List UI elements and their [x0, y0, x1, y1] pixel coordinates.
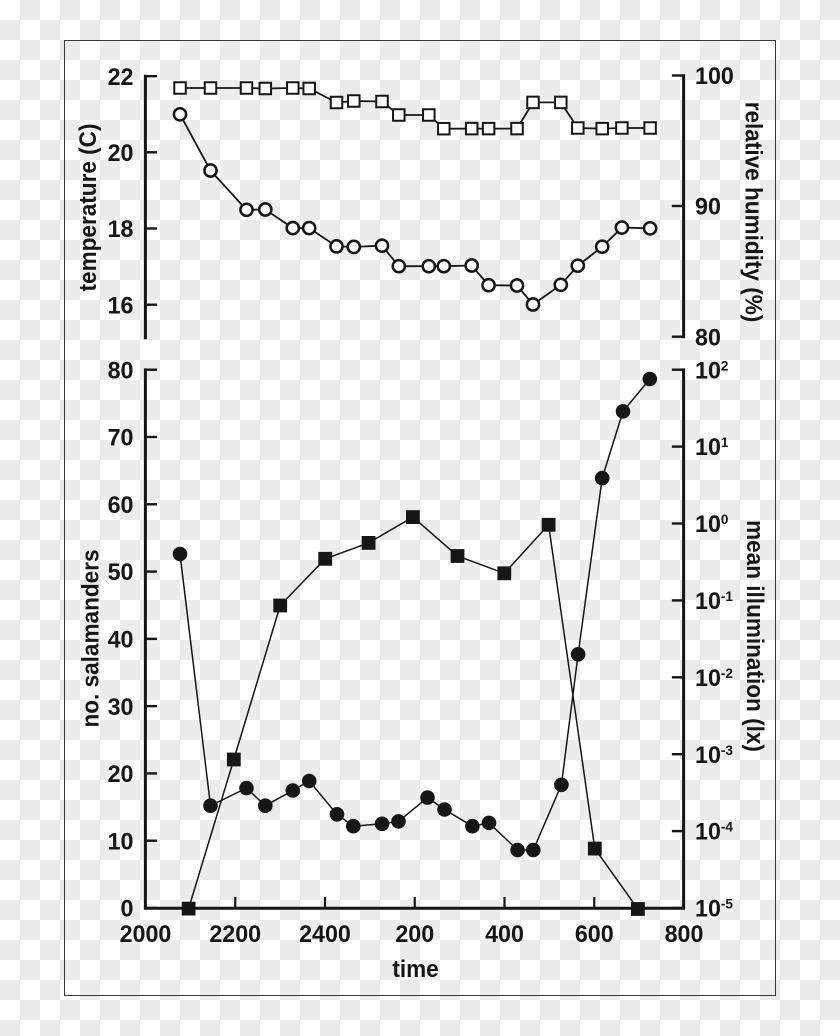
svg-text:40: 40 [108, 627, 134, 653]
svg-text:2200: 2200 [209, 922, 261, 948]
svg-text:400: 400 [485, 922, 524, 948]
svg-text:no. salamanders: no. salamanders [77, 550, 104, 728]
svg-text:50: 50 [108, 560, 134, 586]
svg-text:90: 90 [695, 194, 721, 220]
svg-text:time: time [392, 955, 438, 982]
svg-text:10-5: 10-5 [695, 896, 733, 922]
svg-text:100: 100 [695, 64, 734, 90]
svg-text:101: 101 [695, 435, 729, 461]
svg-text:600: 600 [575, 922, 614, 948]
svg-text:0: 0 [121, 896, 134, 922]
svg-text:10-3: 10-3 [695, 742, 733, 768]
svg-text:20: 20 [108, 762, 134, 788]
svg-text:70: 70 [108, 425, 134, 451]
svg-text:temperature (C): temperature (C) [74, 124, 101, 292]
svg-text:10-4: 10-4 [695, 819, 733, 845]
svg-text:200: 200 [395, 922, 434, 948]
svg-text:20: 20 [108, 141, 134, 167]
svg-text:16: 16 [108, 293, 134, 319]
svg-text:60: 60 [108, 493, 134, 519]
svg-text:102: 102 [695, 358, 729, 384]
svg-text:800: 800 [665, 922, 704, 948]
svg-text:2400: 2400 [299, 922, 351, 948]
svg-text:80: 80 [108, 358, 134, 384]
svg-text:100: 100 [695, 512, 729, 538]
svg-text:22: 22 [108, 64, 134, 90]
svg-text:2000: 2000 [120, 922, 172, 948]
svg-text:10-2: 10-2 [695, 666, 733, 692]
svg-text:10: 10 [108, 829, 134, 855]
svg-text:80: 80 [695, 325, 721, 351]
svg-text:10-1: 10-1 [695, 589, 733, 615]
svg-text:30: 30 [108, 694, 134, 720]
svg-text:mean illumination (lx): mean illumination (lx) [742, 520, 769, 752]
svg-text:18: 18 [108, 217, 134, 243]
svg-text:relative humidity (%): relative humidity (%) [740, 102, 767, 323]
